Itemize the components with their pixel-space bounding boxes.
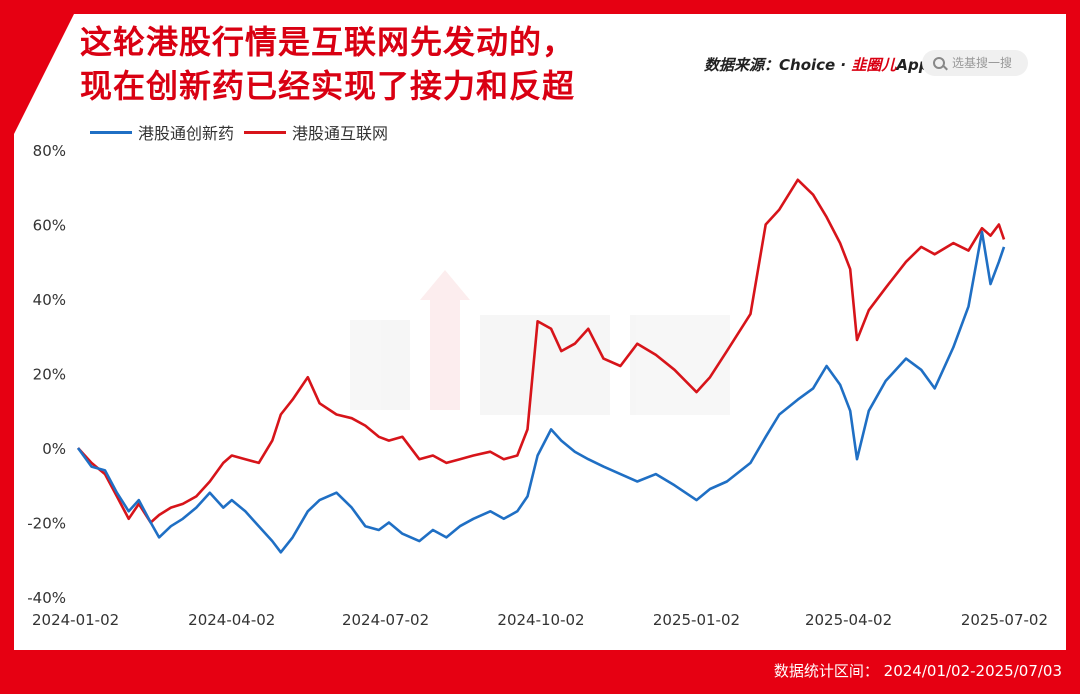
legend-swatch-internet xyxy=(244,130,287,134)
legend-label-pharma: 港股通创新药 xyxy=(138,124,235,143)
chart-legend: 港股通创新药 港股通互联网 xyxy=(90,120,398,144)
x-tick-label: 2025-04-02 xyxy=(805,611,892,629)
corner-decoration xyxy=(14,14,74,134)
title-line-1: 这轮港股行情是互联网先发动的， xyxy=(80,23,576,61)
series-line-internet xyxy=(77,178,1006,524)
legend-label-internet: 港股通互联网 xyxy=(292,124,389,143)
series-line-pharma xyxy=(76,230,1006,554)
legend-swatch-pharma xyxy=(90,130,132,134)
x-tick-label: 2025-01-02 xyxy=(653,611,740,629)
legend-item-internet: 港股通互联网 xyxy=(244,120,388,144)
watermark-block-3 xyxy=(480,315,610,415)
chart-card xyxy=(14,14,1066,650)
x-tick-label: 2024-10-02 xyxy=(497,611,584,629)
x-tick-label: 2024-07-02 xyxy=(342,611,429,629)
watermark-block-2 xyxy=(430,300,460,410)
y-tick-label: -20% xyxy=(27,515,66,533)
source-suffix: App xyxy=(896,56,930,74)
watermark-block-1 xyxy=(350,320,410,410)
x-tick-label: 2024-01-02 xyxy=(32,611,119,629)
series-lines xyxy=(76,178,1006,554)
y-axis: -40% -20% 0% 20% 40% 60% 80% xyxy=(27,142,66,607)
legend-item-pharma: 港股通创新药 xyxy=(90,120,234,144)
x-tick-label: 2024-04-02 xyxy=(188,611,275,629)
y-tick-label: -40% xyxy=(27,589,66,607)
y-tick-label: 0% xyxy=(42,440,66,458)
search-placeholder: 选基搜一搜 xyxy=(952,56,1013,70)
source-brand: 韭圈儿 xyxy=(851,56,897,74)
search-box[interactable]: 选基搜一搜 xyxy=(922,50,1028,76)
data-source: 数据来源：Choice · 韭圈儿App xyxy=(704,54,929,75)
y-tick-label: 20% xyxy=(33,366,66,384)
watermark-arrow xyxy=(420,270,470,300)
source-prefix: 数据来源：Choice · xyxy=(704,56,852,74)
watermark-block-4 xyxy=(630,315,730,415)
y-tick-label: 40% xyxy=(33,291,66,309)
watermark-logo xyxy=(350,270,730,415)
page-title: 这轮港股行情是互联网先发动的， 现在创新药已经实现了接力和反超 xyxy=(80,20,575,108)
x-axis: 2024-01-02 2024-04-02 2024-07-02 2024-10-02… xyxy=(32,611,1048,629)
y-tick-label: 60% xyxy=(33,217,66,235)
search-icon xyxy=(933,57,945,69)
data-period-footer: 数据统计区间： 2024/01/02-2025/07/03 xyxy=(773,662,1062,680)
x-tick-label: 2025-07-02 xyxy=(961,611,1048,629)
y-tick-label: 80% xyxy=(33,142,66,160)
title-line-2: 现在创新药已经实现了接力和反超 xyxy=(80,67,576,105)
